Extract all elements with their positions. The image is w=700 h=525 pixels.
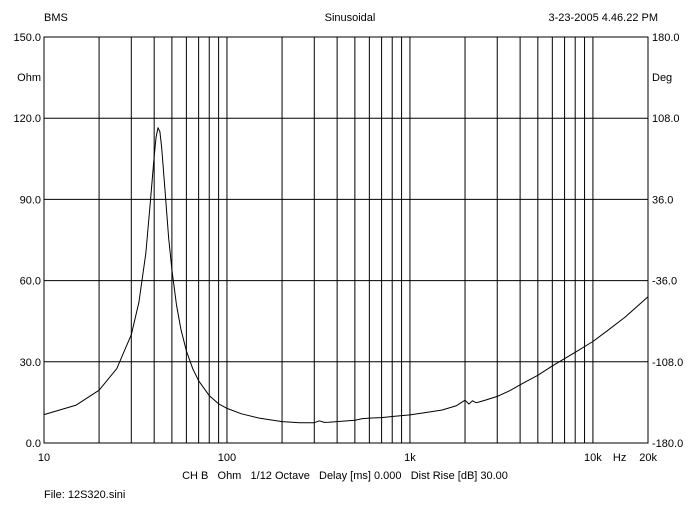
- impedance-curve: [43, 127, 649, 424]
- y-tick-label: 60.0: [20, 276, 41, 288]
- y-tick-label: 150.0: [13, 32, 41, 44]
- y-axis-unit: Ohm: [17, 72, 41, 84]
- y2-tick-label: -36.0: [652, 276, 677, 288]
- x-tick-label: 20k: [639, 452, 657, 464]
- file-name: File: 12S320.sini: [44, 489, 126, 501]
- y2-tick-label: 108.0: [652, 113, 680, 125]
- y2-tick-label: -108.0: [652, 357, 683, 369]
- y-tick-label: 90.0: [20, 194, 41, 206]
- header-company: BMS: [44, 12, 68, 24]
- y-tick-label: 30.0: [20, 357, 41, 369]
- x-tick-label: 100: [218, 452, 236, 464]
- x-axis-unit: Hz: [613, 452, 626, 464]
- y-axis-right: 180.0 108.0 36.0 -36.0 -108.0 -180.0 Deg: [652, 32, 683, 450]
- grid-lines: [44, 37, 648, 443]
- header-title: Sinusoidal: [324, 12, 376, 24]
- y-tick-label: 0.0: [26, 438, 41, 450]
- measurement-settings: CH B Ohm 1/12 Octave Delay [ms] 0.000 Di…: [182, 470, 508, 482]
- y-axis-left: 150.0 120.0 90.0 60.0 30.0 0.0 Ohm: [13, 32, 41, 450]
- y2-tick-label: 180.0: [652, 32, 680, 44]
- x-tick-label: 1k: [404, 452, 416, 464]
- x-axis: 10 100 1k 10k 20k Hz: [38, 452, 658, 464]
- plot-frame: [43, 36, 649, 444]
- y2-axis-unit: Deg: [652, 72, 672, 84]
- series-layer: [43, 127, 649, 424]
- header-timestamp: 3-23-2005 4.46.22 PM: [548, 12, 658, 24]
- x-tick-label: 10: [38, 452, 50, 464]
- x-tick-label: 10k: [584, 452, 602, 464]
- y-tick-label: 120.0: [13, 113, 41, 125]
- y2-tick-label: -180.0: [652, 438, 683, 450]
- y2-tick-label: 36.0: [652, 194, 673, 206]
- plot-border: [43, 36, 649, 444]
